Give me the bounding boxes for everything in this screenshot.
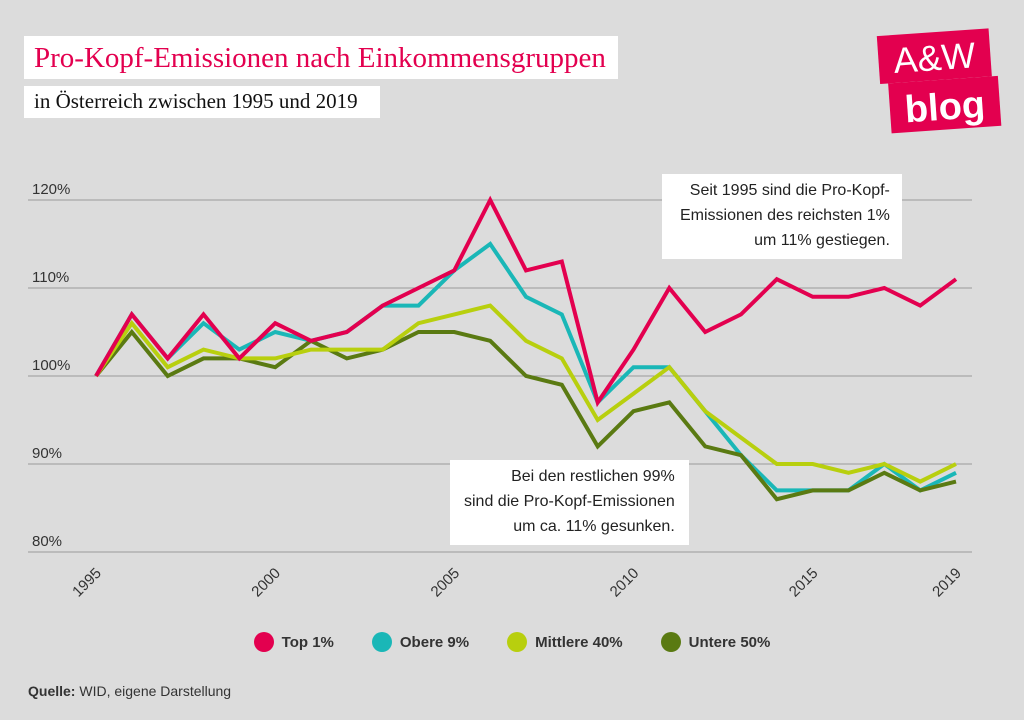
series-line-top-1 [94,195,958,408]
legend-swatch-obere9 [371,632,392,652]
chart-title: Pro-Kopf-Emissionen nach Einkommensgrupp… [24,36,618,79]
y-tick-label: 110% [32,269,69,286]
source-note: Quelle: WID, eigene Darstellung [28,683,232,699]
x-tick-label: 2000 [248,565,284,601]
y-tick-label: 100% [32,357,70,374]
x-tick-label: 2010 [607,565,643,601]
chart-series [94,195,958,502]
logo-text-aw: A&W [892,34,977,81]
legend-item-untere50: Untere 50% [660,632,770,652]
legend-swatch-untere50 [660,632,681,652]
x-tick-label: 2015 [786,565,822,601]
x-axis-tick-labels: 1995 2000 2005 2010 2015 2019 [69,565,965,601]
y-tick-label: 90% [32,445,62,462]
logo-text-blog: blog [903,84,986,131]
x-tick-label: 1995 [69,565,105,601]
y-axis-tick-labels: 80% 90% 100% 110% 120% [32,181,70,550]
chart-legend: Top 1% Obere 9% Mittlere 40% Untere 50% [0,632,1024,652]
legend-swatch-mittlere40 [507,632,528,652]
legend-item-top1: Top 1% [253,632,334,652]
legend-item-obere9: Obere 9% [371,632,469,652]
annotation-bottom: Bei den restlichen 99% sind die Pro-Kopf… [450,460,689,545]
series-line-mittlere-40 [94,303,957,484]
chart-subtitle: in Österreich zwischen 1995 und 2019 [24,86,380,118]
y-tick-label: 120% [32,181,70,198]
annotation-top: Seit 1995 sind die Pro-Kopf- Emissionen … [662,174,902,259]
y-tick-label: 80% [32,533,62,550]
legend-item-mittlere40: Mittlere 40% [507,632,623,652]
x-tick-label: 2005 [428,565,464,601]
legend-swatch-top1 [253,632,274,652]
x-tick-label: 2019 [929,565,965,601]
series-line-obere-9 [94,241,957,493]
aw-blog-logo[interactable]: A&W blog [874,24,1002,136]
